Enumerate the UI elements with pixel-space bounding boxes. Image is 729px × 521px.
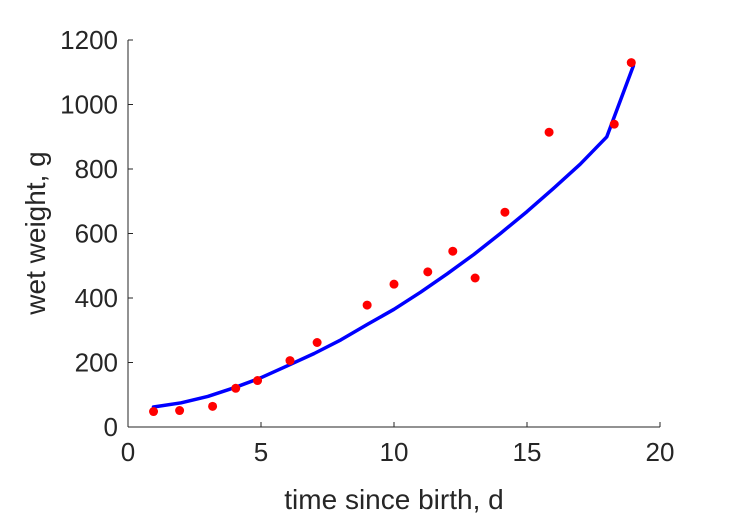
fit-layer xyxy=(151,64,636,409)
y-tick-label: 200 xyxy=(75,348,118,378)
data-point xyxy=(389,279,399,289)
axes xyxy=(127,40,660,428)
y-tick-label: 0 xyxy=(104,412,118,442)
y-tick-label: 1000 xyxy=(60,90,118,120)
x-tick-label: 15 xyxy=(513,437,542,467)
x-tick-label: 0 xyxy=(121,437,135,467)
data-point xyxy=(470,273,480,283)
x-tick-label: 20 xyxy=(646,437,675,467)
points-layer xyxy=(149,58,636,417)
data-point xyxy=(253,376,263,386)
data-point xyxy=(231,383,241,393)
fit-curve xyxy=(151,64,636,409)
data-point xyxy=(448,246,458,256)
x-tick-label: 5 xyxy=(254,437,268,467)
x-axis-label: time since birth, d xyxy=(284,484,503,515)
data-point xyxy=(285,356,295,366)
data-point xyxy=(175,406,185,416)
data-point xyxy=(362,300,372,310)
y-tick-label: 1200 xyxy=(60,25,118,55)
data-point xyxy=(149,407,159,417)
data-point xyxy=(208,401,218,411)
data-point xyxy=(544,127,554,137)
y-tick-label: 400 xyxy=(75,283,118,313)
data-point xyxy=(500,207,510,217)
data-point xyxy=(626,58,636,68)
data-point xyxy=(312,338,322,348)
data-point xyxy=(609,119,619,129)
x-tick-label: 10 xyxy=(380,437,409,467)
y-tick-label: 800 xyxy=(75,154,118,184)
data-point xyxy=(423,267,433,277)
y-axis-label: wet weight, g xyxy=(20,151,51,315)
y-tick-label: 600 xyxy=(75,219,118,249)
